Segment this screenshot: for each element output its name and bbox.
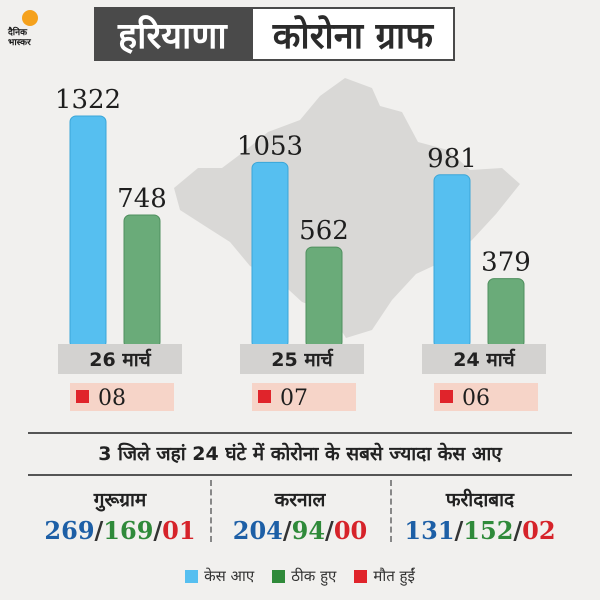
deaths-value: 06 xyxy=(462,386,490,411)
district-deaths: 02 xyxy=(522,516,556,545)
title-banner: हरियाणा कोरोना ग्राफ xyxy=(94,7,455,61)
deaths-marker-icon xyxy=(440,390,453,403)
data-label-recovered: 748 xyxy=(117,184,167,214)
bar-cases xyxy=(69,115,107,349)
district-deaths: 00 xyxy=(333,516,368,545)
data-label-recovered: 562 xyxy=(299,216,349,246)
divider-bottom xyxy=(28,474,572,476)
category-label-box xyxy=(58,344,182,374)
district-cases: 204 xyxy=(232,516,283,545)
brand-name: दैनिक भास्कर xyxy=(8,28,31,48)
bar-cases xyxy=(251,161,289,349)
slash: / xyxy=(454,516,464,545)
category-label: 25 मार्च xyxy=(271,348,333,371)
district-stats: 204/94/00 xyxy=(210,516,390,545)
district-cases: 269 xyxy=(44,516,95,545)
district-separator xyxy=(210,480,212,542)
slash: / xyxy=(94,516,104,545)
slash: / xyxy=(513,516,523,545)
slash: / xyxy=(325,516,334,545)
districts-heading: 3 जिले जहां 24 घंटे में कोरोना के सबसे ज… xyxy=(98,443,502,465)
legend-item-cases: केस आए xyxy=(185,566,254,586)
bar-recovered xyxy=(487,278,525,349)
deaths-marker-icon xyxy=(76,390,89,403)
data-label-cases: 1053 xyxy=(237,131,303,161)
deaths-marker-icon xyxy=(258,390,271,403)
category-label-box xyxy=(422,344,546,374)
bar-cases xyxy=(433,174,471,349)
bar-recovered xyxy=(123,214,161,349)
page-title: कोरोना ग्राफ xyxy=(250,7,455,61)
category-label-box xyxy=(240,344,364,374)
sun-icon xyxy=(22,10,38,26)
district-name: गुरूग्राम xyxy=(93,489,147,511)
district-karnal: करनाल 204/94/00 xyxy=(210,486,390,545)
category-label: 24 मार्च xyxy=(453,348,515,371)
district-deaths: 01 xyxy=(162,516,196,545)
legend-swatch-cases xyxy=(185,569,199,583)
data-label-cases: 981 xyxy=(427,144,477,174)
district-separator xyxy=(390,480,392,542)
state-title: हरियाणा xyxy=(94,7,251,61)
district-name: करनाल xyxy=(274,489,326,511)
slash: / xyxy=(153,516,163,545)
district-cases: 131 xyxy=(404,516,455,545)
chart-legend: केस आए ठीक हुए मौत हुईं xyxy=(0,566,600,586)
data-label-cases: 1322 xyxy=(55,85,121,115)
bar-chart: 1322 748 26 मार्च 08 1053 562 25 मार्च 07 981 379… xyxy=(55,78,546,411)
district-stats: 131/152/02 xyxy=(390,516,570,545)
district-recovered: 169 xyxy=(103,516,154,545)
legend-item-deaths: मौत हुईं xyxy=(354,566,415,586)
haryana-map-silhouette xyxy=(174,78,520,338)
legend-swatch-deaths xyxy=(354,569,368,583)
brand-logo: दैनिक भास्कर xyxy=(6,10,52,50)
divider-top xyxy=(28,432,572,434)
legend-item-recovered: ठीक हुए xyxy=(272,566,336,586)
category-label: 26 मार्च xyxy=(89,348,151,371)
deaths-value: 07 xyxy=(280,386,308,411)
data-label-recovered: 379 xyxy=(481,248,531,278)
district-recovered: 152 xyxy=(463,516,514,545)
slash: / xyxy=(282,516,292,545)
legend-label-deaths: मौत हुईं xyxy=(373,567,415,585)
legend-label-recovered: ठीक हुए xyxy=(291,567,337,585)
bar-recovered xyxy=(305,246,343,349)
district-faridabad: फरीदाबाद 131/152/02 xyxy=(390,486,570,545)
legend-label-cases: केस आए xyxy=(204,567,255,585)
district-name: फरीदाबाद xyxy=(445,489,515,511)
deaths-value: 08 xyxy=(98,386,126,411)
district-stats: 269/169/01 xyxy=(30,516,210,545)
legend-swatch-recovered xyxy=(272,569,286,583)
district-recovered: 94 xyxy=(291,516,326,545)
district-gurugram: गुरूग्राम 269/169/01 xyxy=(30,486,210,545)
